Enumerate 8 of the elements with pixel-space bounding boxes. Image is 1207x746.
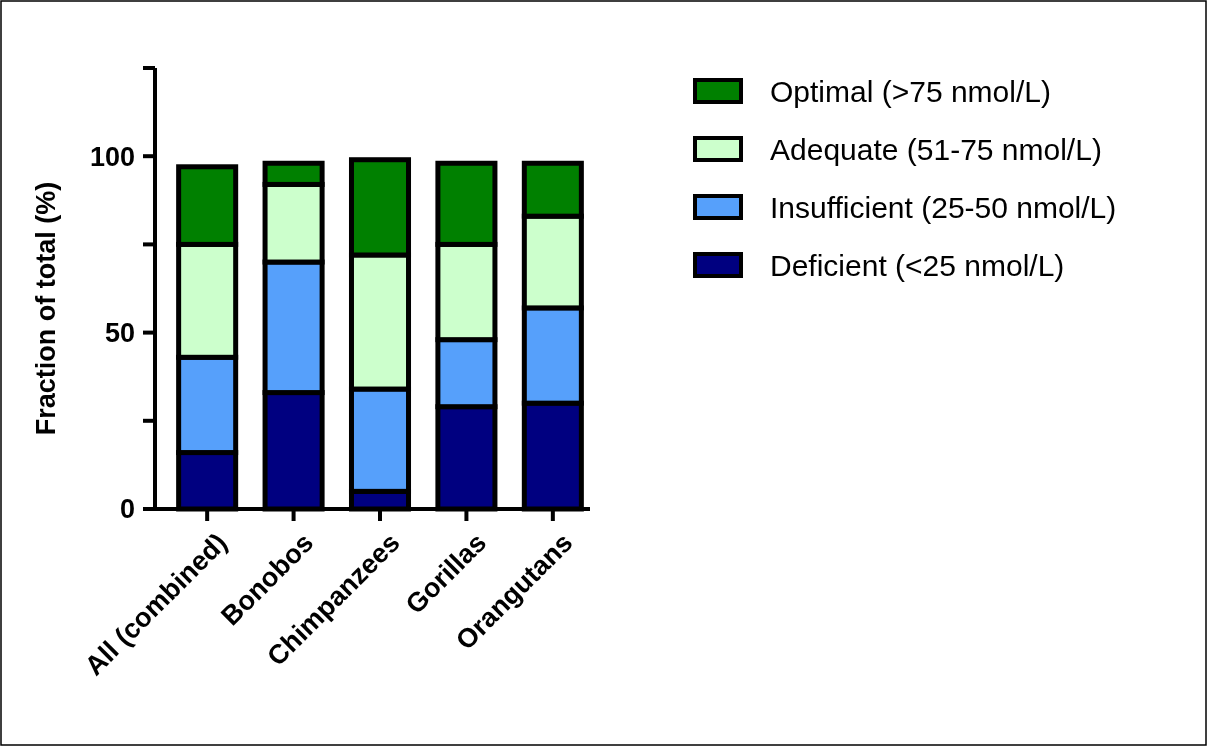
y-axis-title: Fraction of total (%) (31, 181, 61, 436)
y-tick-label: 50 (104, 318, 135, 349)
y-tick-label: 0 (119, 494, 135, 525)
legend-label: Optimal (>75 nmol/L) (770, 74, 1051, 108)
legend-label: Adequate (51-75 nmol/L) (770, 132, 1102, 166)
legend-label: Deficient (<25 nmol/L) (770, 248, 1065, 282)
legend-label: Insufficient (25-50 nmol/L) (770, 190, 1117, 224)
y-tick-label: 100 (89, 141, 135, 172)
